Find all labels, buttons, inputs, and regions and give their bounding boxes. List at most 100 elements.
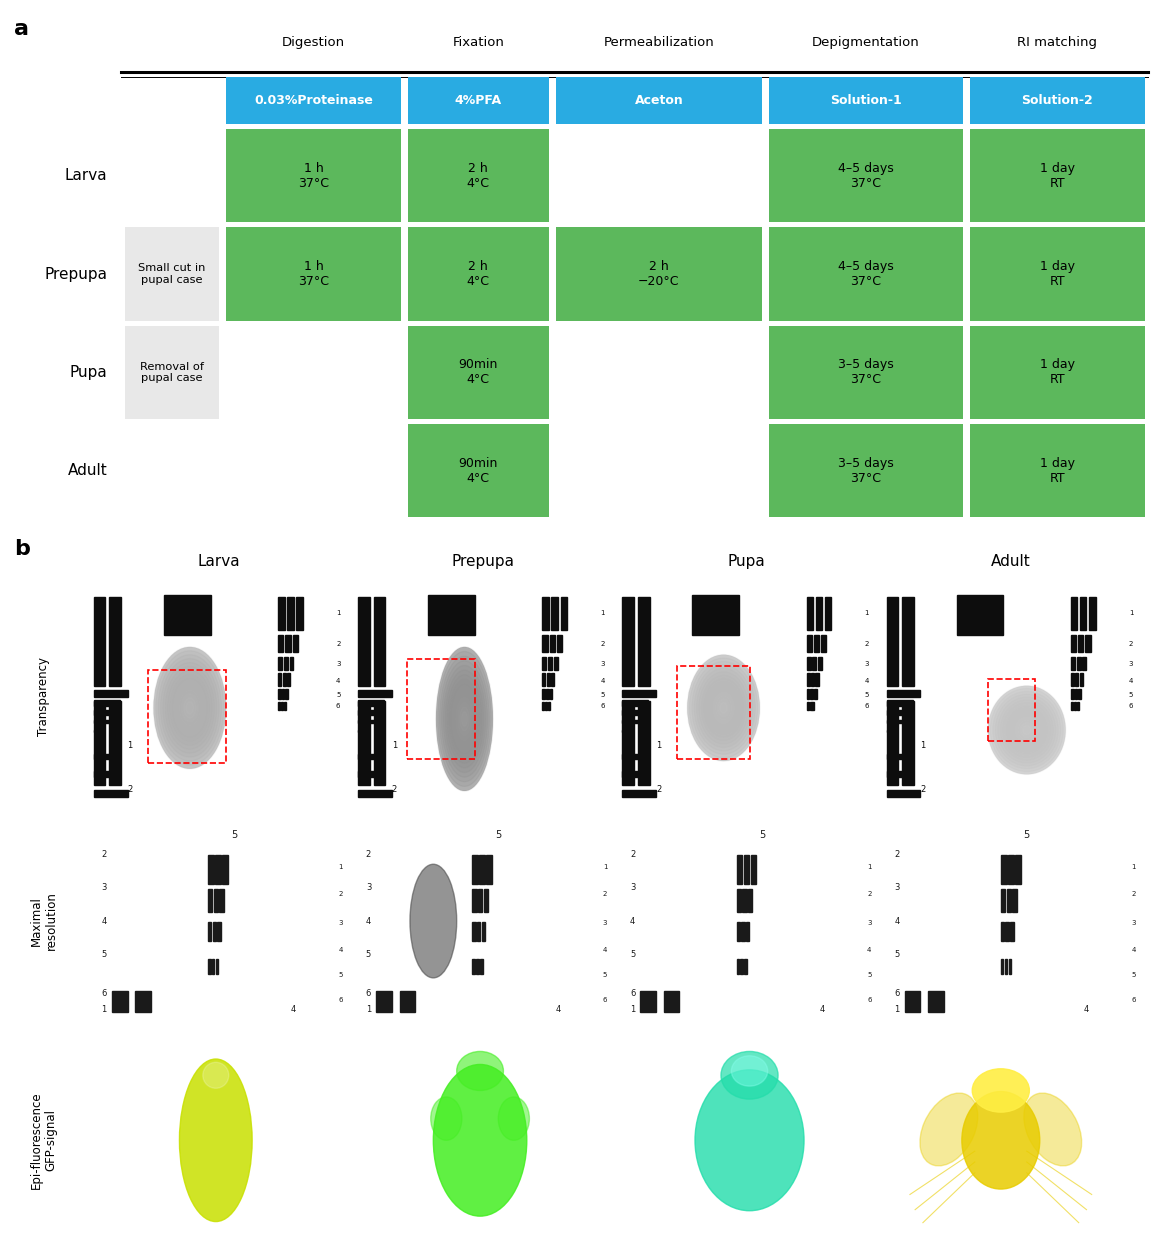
Bar bbox=[902, 702, 914, 785]
Text: 2: 2 bbox=[600, 640, 605, 646]
Bar bbox=[1010, 922, 1013, 941]
Ellipse shape bbox=[988, 685, 1066, 775]
Bar bbox=[1012, 890, 1017, 912]
Text: 1 day
RT: 1 day RT bbox=[1040, 260, 1076, 289]
Bar bbox=[135, 992, 151, 1012]
Bar bbox=[112, 992, 127, 1012]
Text: 6: 6 bbox=[102, 989, 107, 998]
Text: Small cut in
pupal case: Small cut in pupal case bbox=[138, 263, 205, 285]
Bar bbox=[886, 719, 902, 723]
Bar bbox=[278, 656, 282, 670]
Text: RI matching: RI matching bbox=[1018, 37, 1097, 49]
Ellipse shape bbox=[167, 670, 212, 746]
Bar bbox=[282, 689, 284, 699]
Ellipse shape bbox=[158, 655, 222, 761]
Ellipse shape bbox=[1005, 706, 1048, 755]
Bar bbox=[1007, 856, 1013, 883]
Bar bbox=[807, 689, 809, 699]
Ellipse shape bbox=[457, 1051, 503, 1090]
Text: 1: 1 bbox=[1129, 610, 1133, 616]
Bar bbox=[284, 702, 286, 711]
Text: 4: 4 bbox=[602, 948, 607, 953]
Bar bbox=[407, 425, 549, 517]
Bar bbox=[742, 890, 747, 912]
Bar bbox=[809, 702, 811, 711]
Bar bbox=[284, 656, 287, 670]
Text: 4: 4 bbox=[630, 916, 636, 926]
Ellipse shape bbox=[180, 1058, 252, 1222]
Ellipse shape bbox=[434, 1065, 526, 1216]
Text: 1: 1 bbox=[127, 741, 133, 750]
Bar bbox=[407, 659, 475, 759]
Bar bbox=[902, 597, 914, 685]
Bar bbox=[376, 992, 391, 1012]
Ellipse shape bbox=[153, 646, 226, 769]
Bar bbox=[297, 597, 302, 630]
Text: 5: 5 bbox=[366, 950, 372, 959]
Ellipse shape bbox=[183, 698, 196, 718]
Bar bbox=[110, 597, 121, 685]
Bar bbox=[428, 595, 475, 635]
Ellipse shape bbox=[721, 1051, 778, 1099]
Bar bbox=[226, 228, 400, 320]
Text: 5: 5 bbox=[600, 692, 605, 698]
Ellipse shape bbox=[1013, 714, 1041, 746]
Text: 1 h
37°C: 1 h 37°C bbox=[298, 260, 329, 289]
Bar bbox=[1078, 689, 1081, 699]
Text: 5: 5 bbox=[1129, 692, 1133, 698]
Bar bbox=[816, 597, 822, 630]
Bar bbox=[278, 702, 280, 711]
Bar bbox=[407, 326, 549, 418]
Bar bbox=[622, 701, 649, 706]
Bar bbox=[928, 992, 944, 1012]
Text: 3: 3 bbox=[102, 883, 107, 892]
Bar bbox=[769, 228, 964, 320]
Text: 1: 1 bbox=[336, 610, 340, 616]
Text: 4%PFA: 4%PFA bbox=[455, 94, 502, 107]
Bar bbox=[226, 425, 400, 517]
Ellipse shape bbox=[170, 674, 210, 741]
Bar bbox=[1001, 890, 1005, 912]
Text: 3: 3 bbox=[867, 920, 871, 926]
Bar bbox=[478, 890, 482, 912]
Bar bbox=[93, 711, 114, 714]
Bar bbox=[358, 711, 379, 714]
Text: 4: 4 bbox=[1131, 948, 1136, 953]
Bar bbox=[622, 719, 638, 723]
Bar bbox=[825, 597, 831, 630]
Bar bbox=[741, 959, 743, 974]
Bar bbox=[818, 656, 822, 670]
Bar bbox=[1073, 702, 1076, 711]
Text: 2 h
−20°C: 2 h −20°C bbox=[638, 260, 680, 289]
Bar bbox=[399, 992, 415, 1012]
Bar bbox=[1080, 597, 1086, 630]
Text: 4: 4 bbox=[1129, 678, 1133, 684]
Bar bbox=[293, 635, 298, 653]
Ellipse shape bbox=[972, 1068, 1029, 1113]
Text: 2: 2 bbox=[867, 891, 871, 897]
Bar bbox=[226, 77, 400, 123]
Bar bbox=[769, 326, 964, 418]
Text: 3: 3 bbox=[894, 883, 900, 892]
Bar bbox=[287, 674, 290, 685]
Text: 6: 6 bbox=[366, 989, 372, 998]
Bar bbox=[1071, 635, 1076, 653]
Text: 4: 4 bbox=[102, 916, 107, 926]
Text: 3: 3 bbox=[630, 883, 636, 892]
Bar bbox=[278, 689, 280, 699]
Text: 5: 5 bbox=[759, 830, 765, 840]
Bar bbox=[222, 856, 227, 883]
Bar bbox=[556, 130, 762, 222]
Ellipse shape bbox=[687, 655, 759, 761]
Bar bbox=[125, 228, 219, 320]
Text: 4–5 days
37°C: 4–5 days 37°C bbox=[838, 260, 894, 289]
Ellipse shape bbox=[920, 1094, 977, 1166]
Bar bbox=[736, 959, 740, 974]
Text: 1: 1 bbox=[102, 1005, 107, 1014]
Bar bbox=[769, 77, 964, 123]
Text: 6: 6 bbox=[894, 989, 900, 998]
Bar bbox=[472, 959, 475, 974]
Bar bbox=[93, 702, 105, 785]
Text: 5: 5 bbox=[231, 830, 237, 840]
Bar bbox=[1082, 656, 1086, 670]
